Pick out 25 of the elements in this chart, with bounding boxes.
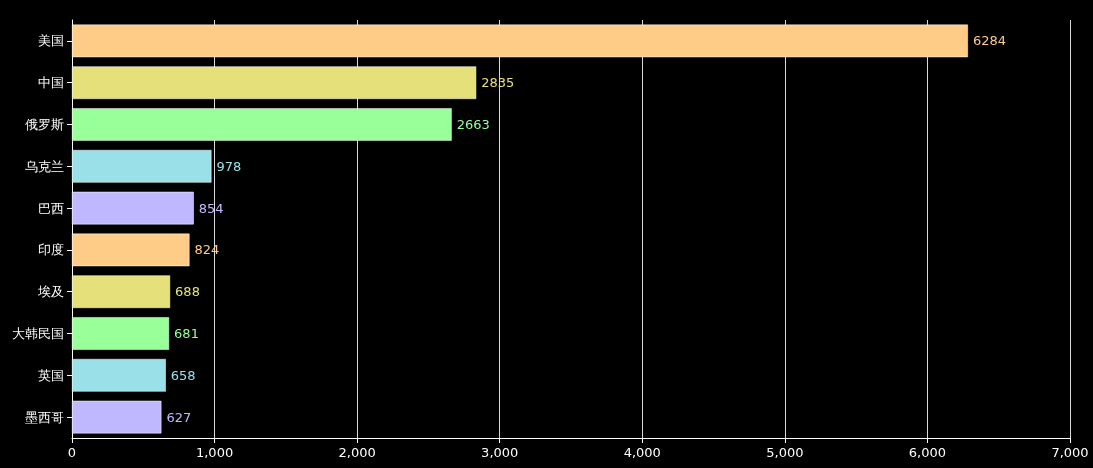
data-label: 688 [175, 284, 200, 300]
x-tick-label: 1,000 [195, 445, 234, 460]
y-tick-label: 中国 [38, 75, 64, 91]
y-tick-label: 乌克兰 [25, 158, 64, 174]
x-tick-label: 4,000 [623, 445, 661, 460]
y-tick-label: 巴西 [38, 200, 64, 216]
x-tick-label: 2,000 [338, 445, 376, 460]
data-label: 627 [166, 409, 192, 425]
data-label: 681 [174, 326, 199, 341]
y-tick-label: 埃及 [37, 284, 64, 300]
data-label: 658 [170, 367, 196, 383]
x-tick-label: 7,000 [1051, 445, 1089, 460]
x-tick-label: 3,000 [481, 445, 519, 460]
y-tick-label: 俄罗斯 [25, 117, 64, 132]
data-label: 2663 [456, 117, 490, 132]
x-tick-label: 5,000 [766, 445, 804, 460]
x-tick-label: 0 [67, 445, 77, 460]
y-tick-label: 美国 [38, 33, 64, 49]
y-tick-label: 英国 [38, 367, 64, 383]
x-tick-label: 6,000 [908, 445, 947, 460]
y-tick-label: 印度 [38, 242, 64, 258]
data-label: 6284 [972, 33, 1007, 49]
y-tick-label: 大韩民国 [12, 326, 64, 341]
y-tick-label: 墨西哥 [25, 409, 64, 425]
data-label: 978 [216, 158, 242, 174]
